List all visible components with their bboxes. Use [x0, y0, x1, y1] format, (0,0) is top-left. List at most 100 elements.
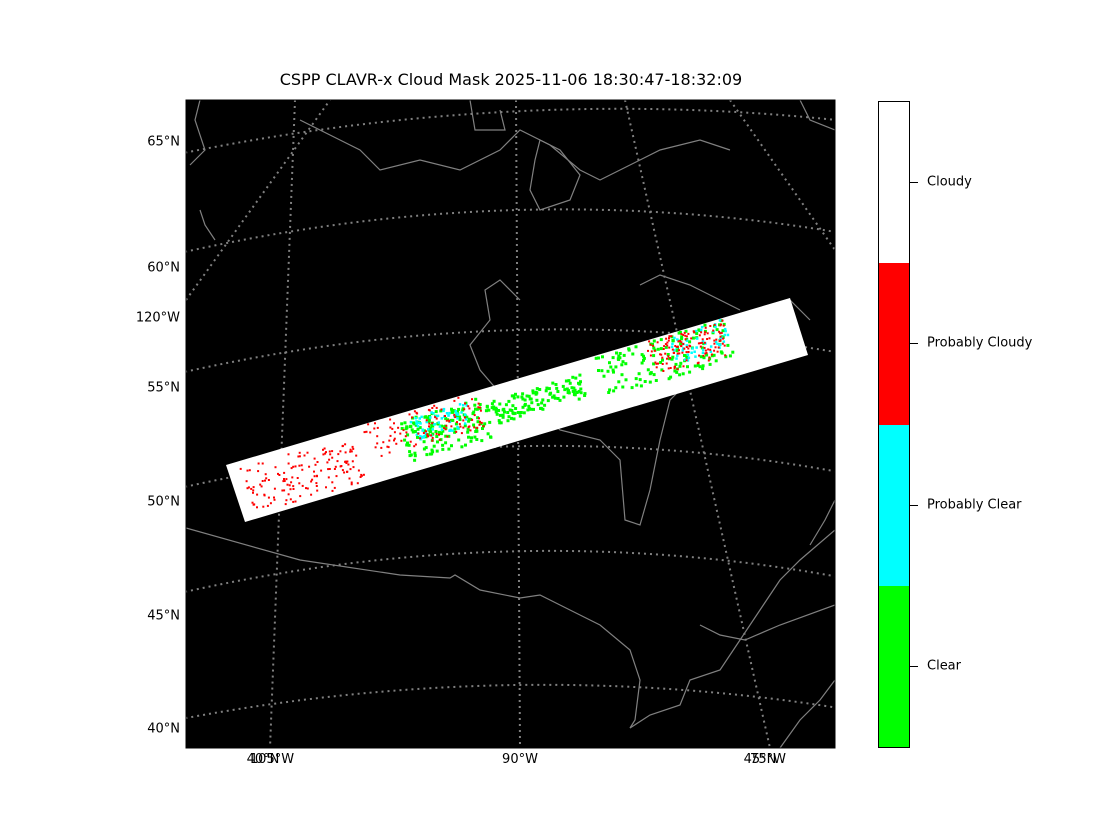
swath-pixel: [572, 390, 576, 394]
swath-pixel: [615, 351, 618, 355]
swath-pixel: [521, 397, 525, 401]
swath-pixel: [432, 423, 436, 426]
swath-pixel: [682, 334, 685, 336]
swath-pixel: [683, 331, 686, 334]
coastline-east-coast: [779, 679, 835, 748]
swath-pixel: [670, 335, 673, 338]
swath-pixel: [731, 350, 735, 354]
swath-pixel: [701, 338, 704, 341]
swath-pixel: [253, 503, 256, 506]
colorbar-tick: [910, 505, 918, 506]
swath-pixel: [389, 434, 392, 437]
swath-pixel: [431, 439, 434, 442]
swath-pixel: [388, 439, 391, 442]
swath-pixel: [683, 358, 687, 361]
swath-pixel: [328, 458, 331, 461]
swath-pixel: [435, 432, 438, 435]
swath-pixel: [457, 396, 460, 399]
swath-pixel: [676, 354, 679, 357]
swath-pixel: [531, 391, 535, 395]
swath-pixel: [406, 433, 410, 437]
swath-pixel: [420, 415, 423, 419]
swath-pixel: [263, 494, 266, 497]
swath-pixel: [313, 470, 315, 473]
swath-pixel: [419, 435, 422, 438]
swath-pixel: [425, 419, 428, 422]
swath-pixel: [498, 402, 502, 406]
swath-pixel: [315, 485, 318, 487]
swath-pixel: [630, 386, 634, 390]
swath-pixel: [501, 415, 505, 419]
swath-pixel: [386, 445, 389, 448]
swath-pixel: [438, 425, 442, 428]
swath-pixel: [460, 411, 463, 414]
swath-pixel: [574, 376, 578, 380]
swath-pixel: [708, 337, 711, 340]
swath-pixel: [415, 422, 418, 426]
swath-pixel: [507, 415, 511, 419]
swath-pixel: [267, 479, 270, 481]
latitude-line-40: [186, 683, 835, 720]
swath-pixel: [289, 488, 292, 491]
swath-pixel: [656, 347, 660, 351]
swath-pixel: [662, 348, 665, 350]
swath-pixel: [665, 337, 668, 340]
swath-pixel: [400, 427, 404, 430]
swath-pixel: [694, 355, 697, 358]
swath-pixel: [427, 428, 430, 431]
swath-pixel: [453, 430, 457, 434]
swath-pixel: [316, 475, 318, 478]
swath-pixel: [726, 333, 730, 337]
swath-pixel: [681, 351, 684, 354]
swath-pixel: [473, 403, 477, 407]
swath-pixel: [695, 337, 699, 340]
swath-pixel: [391, 427, 394, 430]
swath-pixel: [404, 435, 407, 438]
swath-pixel: [415, 433, 419, 436]
swath-pixel: [467, 417, 471, 421]
swath-pixel: [460, 432, 463, 435]
swath-pixel: [323, 447, 326, 450]
swath-pixel: [436, 414, 440, 418]
swath-pixel: [555, 386, 559, 390]
swath-pixel: [409, 453, 413, 457]
swath-pixel: [703, 333, 706, 336]
swath-pixel: [683, 354, 686, 357]
swath-pixel: [652, 339, 656, 343]
swath-pixel: [283, 480, 286, 482]
swath-pixel: [488, 420, 492, 424]
swath-pixel: [670, 357, 674, 361]
coastline-baffin: [529, 139, 581, 211]
swath-pixel: [702, 348, 705, 352]
swath-pixel: [708, 356, 711, 359]
lon-tick-label-left: 120°W: [135, 310, 180, 326]
swath-pixel: [506, 411, 510, 414]
swath-pixel: [419, 437, 422, 440]
swath-pixel: [709, 345, 713, 348]
swath-pixel: [532, 407, 535, 411]
swath-pixel: [655, 366, 658, 369]
swath-pixel: [719, 339, 722, 342]
swath-pixel: [667, 377, 671, 381]
swath-pixel: [621, 385, 625, 389]
swath-pixel: [298, 464, 301, 467]
swath-pixel: [600, 369, 604, 373]
swath-pixel: [461, 408, 465, 412]
swath-pixel: [311, 478, 314, 481]
swath-pixel: [468, 407, 471, 410]
swath-pixel: [298, 451, 301, 454]
swath-pixel: [687, 351, 690, 353]
swath-pixel: [458, 423, 461, 426]
swath-pixel: [351, 460, 354, 463]
swath-pixel: [440, 417, 444, 420]
swath-pixel: [490, 402, 494, 406]
swath-pixel: [520, 395, 524, 399]
swath-pixel: [356, 482, 359, 485]
swath-pixel: [543, 403, 547, 407]
swath-pixel: [687, 347, 690, 350]
swath-pixel: [558, 398, 562, 402]
colorbar-segment-clear: [879, 586, 909, 747]
swath-pixel: [283, 489, 286, 492]
swath-pixel: [643, 380, 647, 383]
swath-pixel: [546, 399, 550, 403]
